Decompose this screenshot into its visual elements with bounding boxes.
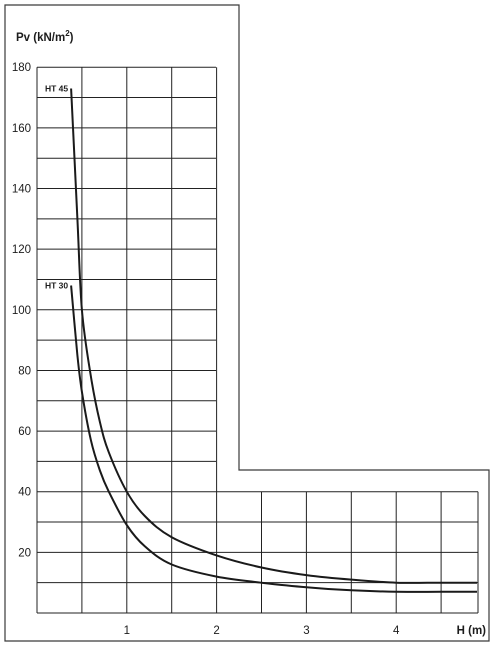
y-tick-label: 140 xyxy=(12,184,31,196)
y-tick-label: 160 xyxy=(12,123,31,135)
x-axis-label: H (m) xyxy=(457,625,487,637)
x-tick-label: 4 xyxy=(393,625,400,637)
x-tick-label: 2 xyxy=(213,625,219,637)
y-tick-label: 80 xyxy=(18,365,31,377)
y-tick-label: 40 xyxy=(18,487,31,499)
chart-frame xyxy=(4,4,490,642)
y-tick-label: 180 xyxy=(12,62,31,74)
series-ht-30-line xyxy=(70,285,477,593)
tick-labels: 20 40 60 80 100 120 140 160 180 1 2 3 4 xyxy=(12,62,400,637)
curves xyxy=(70,88,477,593)
grid xyxy=(36,66,479,614)
series-label-ht-45: HT 45 xyxy=(45,83,68,93)
y-axis-label: Pv (kN/m2) xyxy=(16,29,74,44)
y-tick-label: 100 xyxy=(12,305,31,317)
series-ht-45-line xyxy=(70,88,477,584)
series-label-ht-30: HT 30 xyxy=(45,281,68,291)
y-tick-label: 60 xyxy=(18,426,31,438)
x-tick-label: 3 xyxy=(303,625,309,637)
y-tick-label: 120 xyxy=(12,244,31,256)
y-tick-label: 20 xyxy=(18,547,31,559)
x-tick-label: 1 xyxy=(124,625,130,637)
series-labels: HT 45 HT 30 xyxy=(45,83,68,290)
